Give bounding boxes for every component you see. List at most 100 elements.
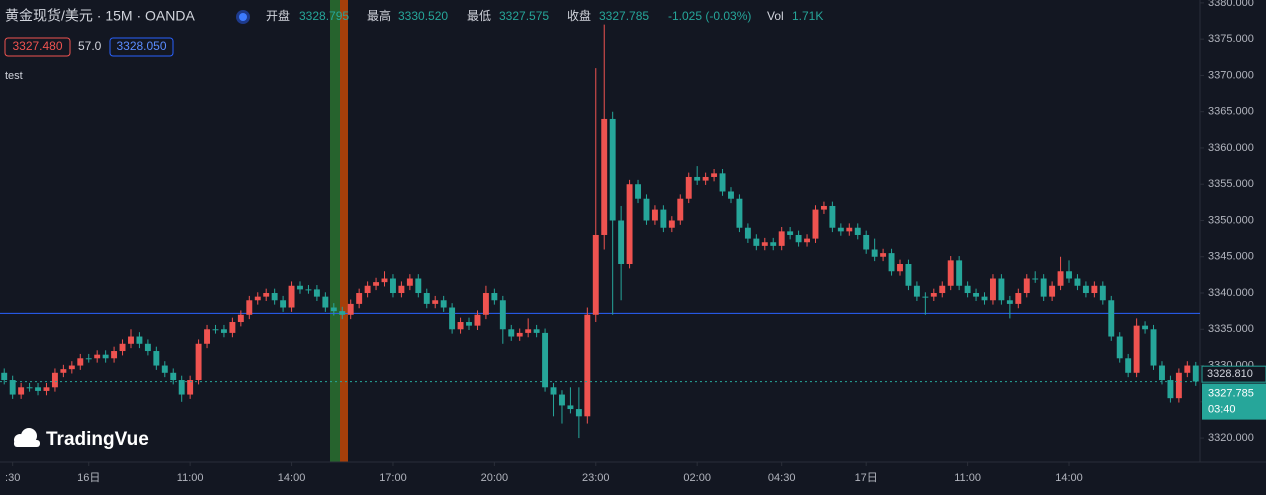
- candle-body: [144, 343, 151, 352]
- x-tick-label: 17:00: [379, 472, 407, 484]
- candle-body: [1015, 293, 1022, 304]
- candle-body: [170, 372, 177, 381]
- candle-body: [956, 260, 963, 286]
- candle-body: [863, 234, 870, 250]
- candle-body: [964, 285, 971, 294]
- x-tick-label: 04:30: [768, 472, 796, 484]
- candle-body: [694, 176, 701, 181]
- candle-body: [85, 358, 92, 360]
- change: -1.025 (-0.03%): [668, 9, 751, 23]
- indicator-box: [109, 37, 174, 57]
- status-icon: [239, 13, 247, 21]
- indicator-low: 3327.480: [12, 39, 62, 53]
- candle-body: [753, 238, 760, 246]
- highlight-band: [340, 0, 348, 462]
- candle-body: [584, 314, 591, 417]
- candle-body: [364, 285, 371, 294]
- candle-body: [1040, 278, 1047, 297]
- candle-body: [1, 372, 8, 381]
- candle-body: [626, 184, 633, 264]
- candle-body: [1032, 278, 1039, 280]
- candle-body: [102, 354, 109, 359]
- y-tick-label: 3370.000: [1208, 69, 1254, 81]
- candle-body: [837, 227, 844, 232]
- candle-body: [356, 293, 363, 304]
- field-value: 3328.795: [299, 9, 349, 23]
- candle-body: [474, 314, 481, 326]
- candle-body: [457, 322, 464, 330]
- x-tick-label: 16日: [77, 472, 100, 484]
- symbol-title: 黄金现货/美元 · 15M · OANDA: [5, 8, 195, 24]
- candle-body: [575, 409, 582, 417]
- candle-body: [820, 205, 827, 210]
- candle-body: [398, 285, 405, 294]
- candle-body: [204, 329, 210, 344]
- field-value: 3327.785: [599, 9, 649, 23]
- candle-body: [685, 176, 692, 199]
- y-tick-label: 3340.000: [1208, 287, 1254, 299]
- x-tick-label: 23:00: [582, 472, 610, 484]
- volume-value: 1.71K: [792, 9, 823, 23]
- marker-box: [1201, 365, 1266, 383]
- candle-body: [516, 332, 523, 337]
- candle-body: [905, 264, 912, 286]
- candle-body: [51, 372, 58, 388]
- candle-body: [998, 278, 1005, 301]
- candle-body: [254, 296, 261, 301]
- candle-body: [263, 293, 270, 297]
- y-tick-label: 3320.000: [1208, 432, 1254, 444]
- field-label: 最低: [467, 9, 491, 23]
- candle-body: [499, 300, 506, 330]
- candle-body: [1167, 380, 1174, 399]
- candle-body: [229, 322, 236, 333]
- candle-body: [449, 307, 456, 330]
- candle-body: [297, 285, 303, 290]
- candle-body: [795, 234, 802, 243]
- candle-body: [330, 307, 337, 312]
- candle-body: [347, 303, 354, 315]
- candle-body: [153, 351, 160, 366]
- candle-body: [43, 387, 50, 391]
- candle-body: [1125, 358, 1132, 373]
- candle-body: [1133, 325, 1140, 373]
- candle-body: [390, 278, 396, 294]
- candle-body: [187, 380, 194, 395]
- x-tick-label: 11:00: [177, 472, 204, 484]
- candle-body: [1116, 336, 1123, 359]
- candle-body: [381, 278, 388, 283]
- candle-body: [77, 358, 84, 366]
- candle-body: [288, 285, 295, 308]
- candle-body: [373, 282, 380, 286]
- candle-body: [990, 278, 996, 301]
- candle-body: [913, 285, 920, 297]
- field-value: 3330.520: [398, 9, 448, 23]
- candle-body: [305, 289, 312, 291]
- candle-body: [787, 231, 794, 235]
- candle-body: [440, 300, 447, 308]
- logo: TradingVue: [14, 428, 149, 450]
- candle-body: [119, 343, 126, 352]
- x-tick-label: 17日: [855, 472, 878, 484]
- y-tick-label: 3365.000: [1208, 106, 1254, 118]
- field-label: 收盘: [567, 8, 591, 23]
- overlay: 黄金现货/美元 · 15M · OANDA 开盘 3328.795 最高 333…: [4, 8, 823, 450]
- candle-body: [846, 227, 853, 232]
- candle-body: [1108, 300, 1115, 337]
- candle-body: [770, 242, 777, 246]
- candle-body: [592, 234, 599, 315]
- candle-body: [1091, 285, 1098, 294]
- candle-body: [1099, 285, 1106, 301]
- y-tick-label: 3360.000: [1208, 142, 1254, 154]
- x-tick-label: :30: [5, 472, 20, 484]
- axis: 3380.000 3375.000 3370.000 3365.000 3360.000…: [5, 0, 1254, 484]
- candle-body: [609, 118, 616, 221]
- candle-body: [322, 296, 329, 308]
- candle-body: [432, 300, 439, 304]
- candle-body: [406, 278, 413, 286]
- y-tick-label: 3350.000: [1208, 214, 1254, 226]
- candle-body: [804, 238, 810, 243]
- candle-body: [711, 173, 718, 177]
- candle-body: [618, 220, 625, 264]
- candle-body: [313, 289, 320, 297]
- candle-body: [60, 369, 67, 373]
